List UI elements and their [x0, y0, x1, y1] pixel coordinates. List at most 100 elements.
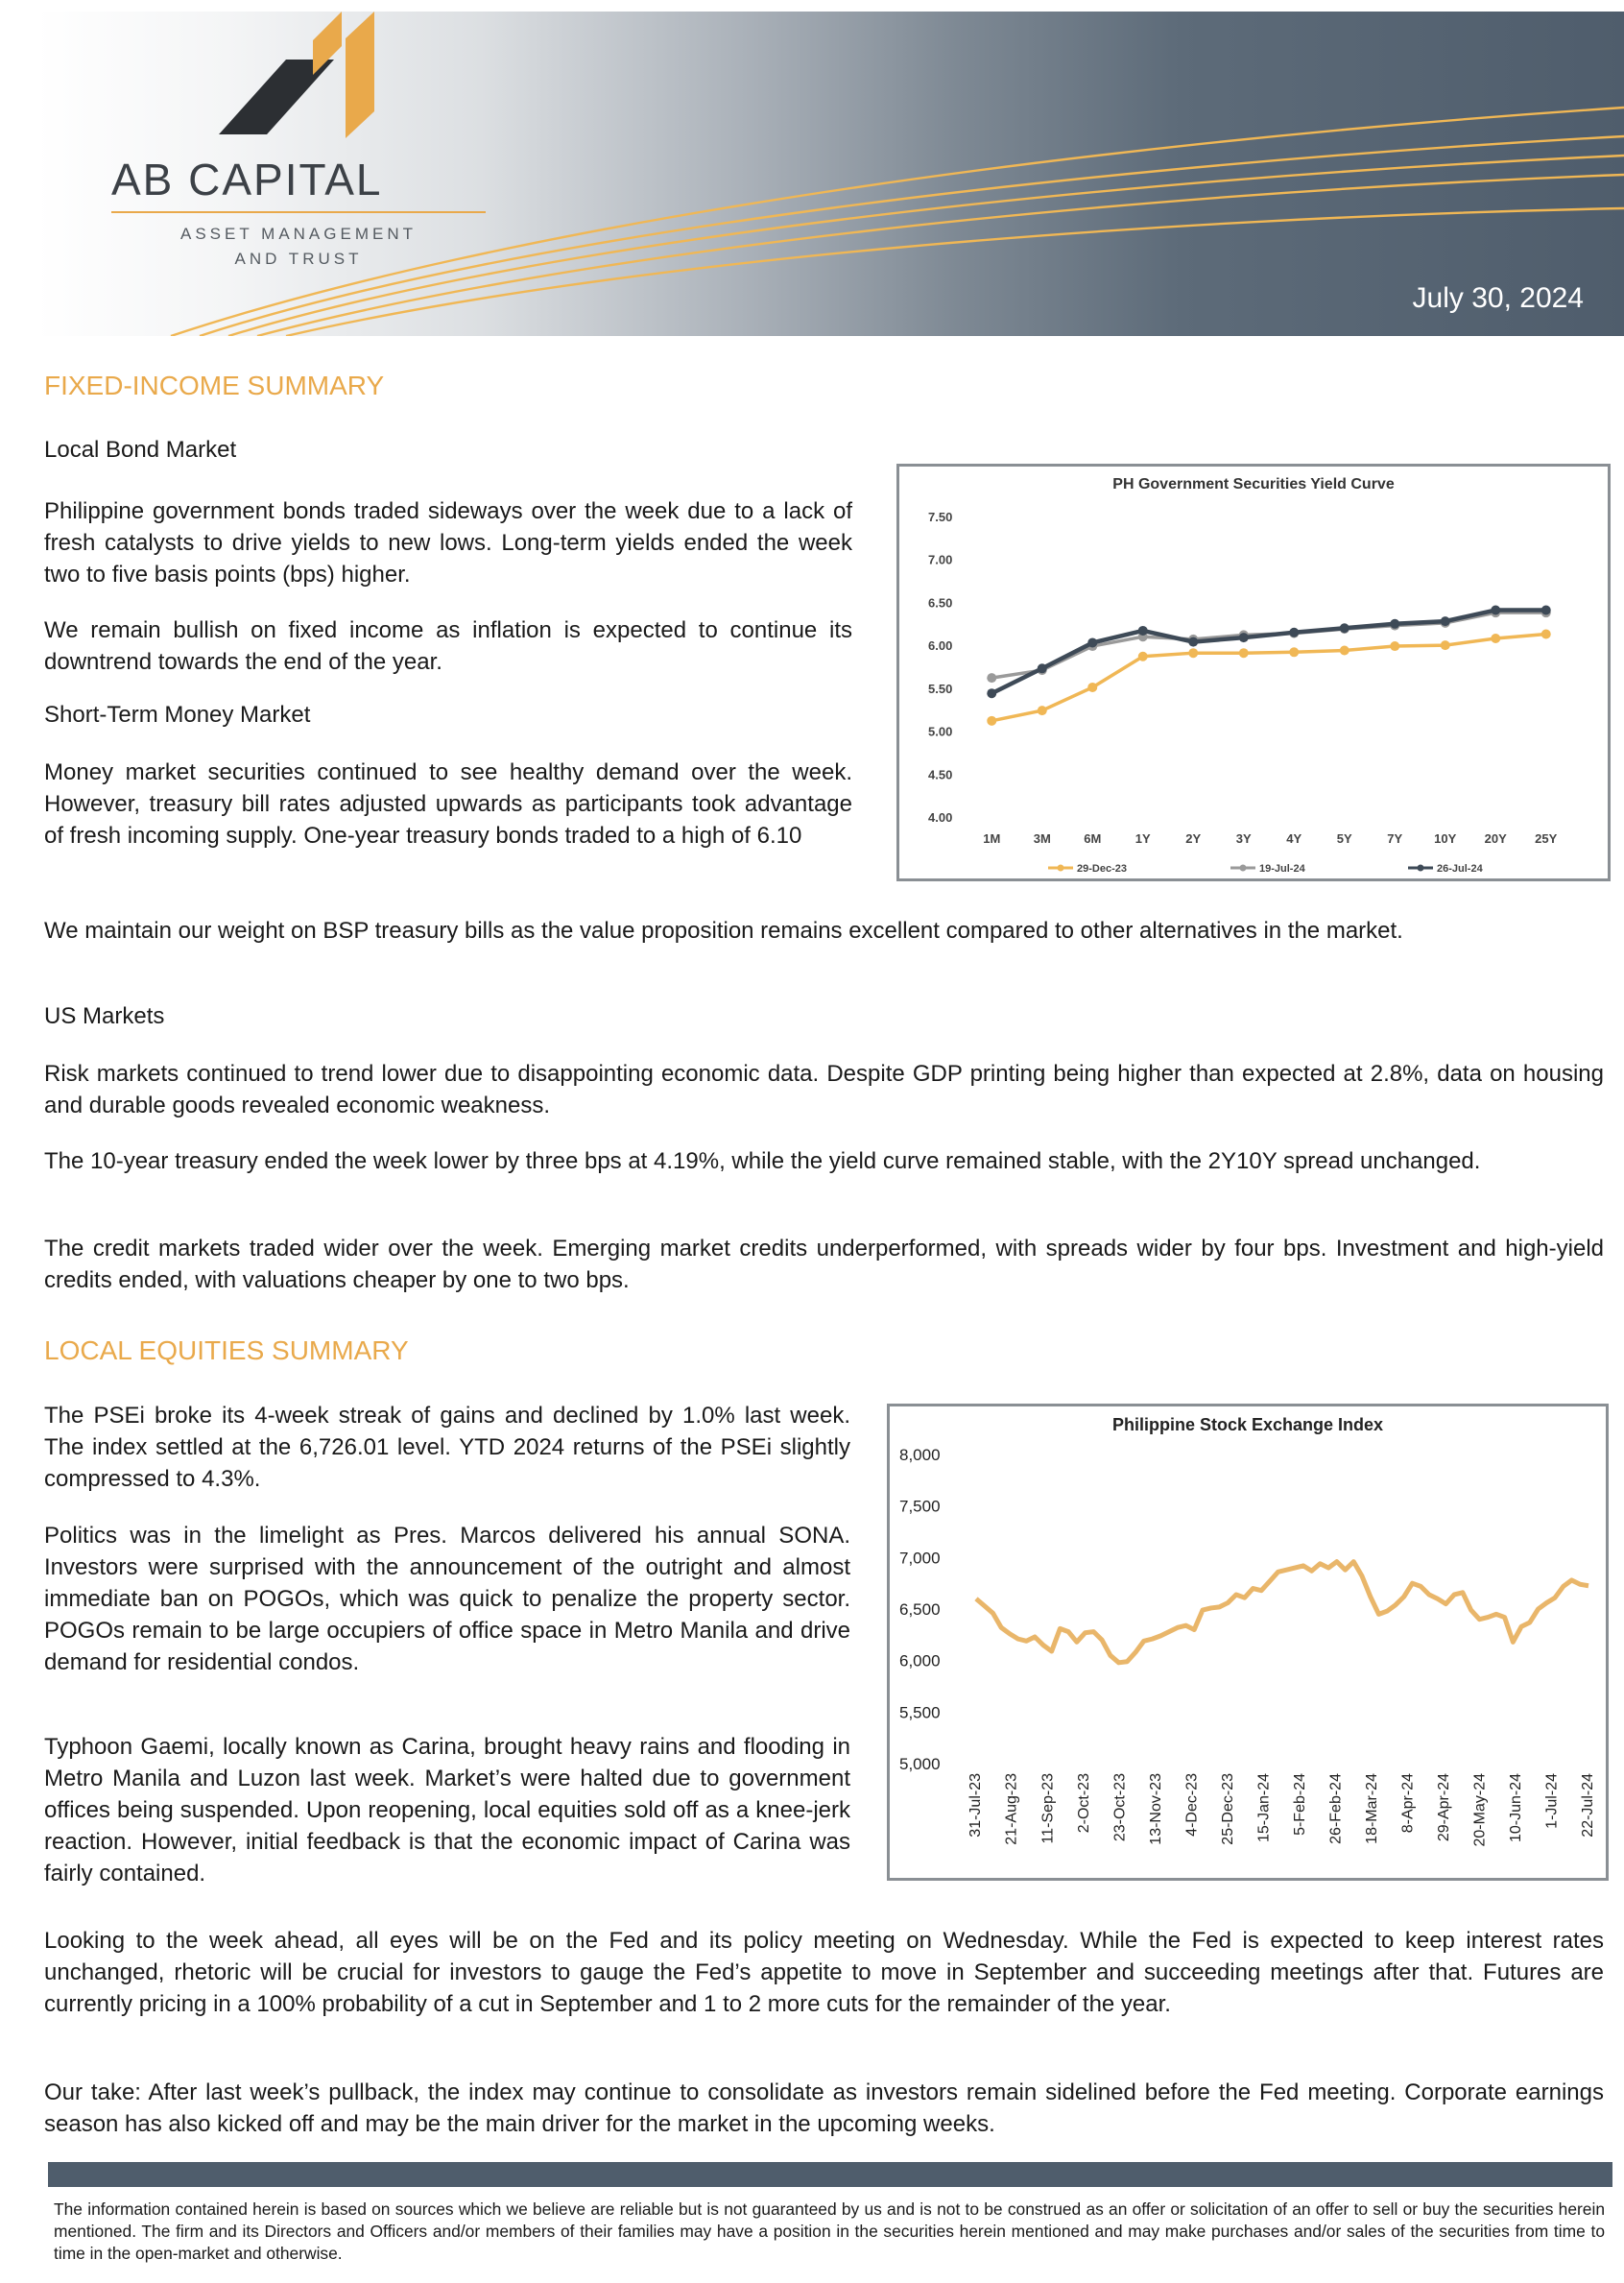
yield-curve-chart: PH Government Securities Yield Curve 7.5…	[896, 464, 1611, 881]
yield-legend-label: 29-Dec-23	[1077, 863, 1127, 875]
equities-paragraph-3: Typhoon Gaemi, locally known as Carina, …	[44, 1734, 850, 1886]
psei-xtick-label: 4-Dec-23	[1183, 1773, 1200, 1837]
yield-ytick-label: 4.50	[928, 767, 952, 781]
yield-xtick-label: 10Y	[1434, 831, 1456, 846]
yield-legend-marker	[1239, 864, 1247, 872]
yield-data-point	[1491, 605, 1501, 615]
psei-xtick-label: 2-Oct-23	[1076, 1773, 1092, 1833]
yield-legend-label: 26-Jul-24	[1437, 863, 1484, 875]
psei-ytick-label: 6,000	[899, 1652, 941, 1670]
us-markets-paragraph-1: Risk markets continued to trend lower du…	[44, 1061, 1604, 1118]
yield-data-point	[1491, 633, 1501, 643]
money-market-heading: Short-Term Money Market	[44, 702, 311, 728]
yield-legend-marker	[1417, 864, 1424, 872]
psei-xtick-label: 23-Oct-23	[1111, 1773, 1128, 1841]
yield-data-point	[1238, 648, 1249, 659]
local-bond-paragraph-1: Philippine government bonds traded sidew…	[44, 498, 852, 588]
psei-svg: Philippine Stock Exchange Index 8,000 7,5…	[899, 1415, 1596, 1847]
psei-xtick-label: 1-Jul-24	[1544, 1773, 1561, 1829]
yield-data-point	[1188, 637, 1199, 647]
yield-chart-title: PH Government Securities Yield Curve	[1112, 476, 1395, 493]
yield-data-point	[1440, 640, 1450, 651]
equities-paragraph-2: Politics was in the limelight as Pres. M…	[44, 1523, 850, 1675]
psei-ytick-label: 8,000	[899, 1446, 941, 1464]
yield-legend-label: 19-Jul-24	[1259, 863, 1306, 875]
yield-xtick-label: 25Y	[1535, 831, 1557, 846]
yield-data-point	[1087, 682, 1098, 692]
yield-ytick-label: 6.50	[928, 595, 952, 610]
brand-tagline-line1: ASSET MANAGEMENT	[180, 225, 417, 243]
yield-data-point	[1289, 647, 1300, 658]
psei-xtick-label: 5-Feb-24	[1292, 1773, 1308, 1836]
footer-bar	[48, 2162, 1612, 2187]
yield-data-point	[1238, 633, 1249, 643]
yield-xtick-label: 5Y	[1337, 831, 1352, 846]
yield-xtick-label: 7Y	[1387, 831, 1402, 846]
brand-tagline-line2: AND TRUST	[234, 250, 363, 268]
yield-series-line	[991, 608, 1546, 696]
yield-xtick-label: 1Y	[1135, 831, 1151, 846]
ab-capital-logo-icon	[219, 12, 374, 138]
psei-xtick-label: 22-Jul-24	[1580, 1773, 1596, 1838]
yield-data-point	[987, 673, 997, 684]
yield-ytick-label: 4.00	[928, 810, 952, 825]
equities-paragraph-1: The PSEi broke its 4-week streak of gain…	[44, 1403, 850, 1492]
yield-data-point	[1087, 637, 1098, 648]
money-market-paragraph-2: We maintain our weight on BSP treasury b…	[44, 918, 1403, 944]
psei-xtick-label: 8-Apr-24	[1400, 1773, 1417, 1833]
yield-xtick-label: 1M	[983, 831, 1000, 846]
yield-data-point	[1540, 605, 1551, 615]
equities-title: LOCAL EQUITIES SUMMARY	[44, 1335, 409, 1365]
psei-ytick-label: 6,500	[899, 1600, 941, 1619]
local-bond-heading: Local Bond Market	[44, 437, 237, 463]
yield-ytick-label: 7.00	[928, 553, 952, 567]
yield-ytick-label: 7.50	[928, 510, 952, 524]
psei-chart-title: Philippine Stock Exchange Index	[1112, 1415, 1383, 1434]
yield-data-point	[987, 715, 997, 726]
yield-series-line	[991, 632, 1546, 723]
yield-data-point	[987, 688, 997, 699]
us-markets-paragraph-3: The credit markets traded wider over the…	[44, 1236, 1604, 1293]
local-bond-paragraph-2: We remain bullish on fixed income as inf…	[44, 617, 852, 675]
brand-name: AB CAPITAL	[111, 155, 383, 204]
fixed-income-title: FIXED-INCOME SUMMARY	[44, 371, 385, 400]
yield-ytick-label: 5.50	[928, 682, 952, 696]
psei-ytick-label: 5,000	[899, 1755, 941, 1773]
yield-data-point	[1037, 706, 1047, 716]
us-markets-paragraph-2: The 10-year treasury ended the week lowe…	[44, 1148, 1481, 1174]
psei-ytick-label: 5,500	[899, 1703, 941, 1721]
psei-ytick-label: 7,500	[899, 1498, 941, 1516]
yield-curve-svg: PH Government Securities Yield Curve 7.5…	[928, 476, 1558, 875]
header-swoosh-decoration	[170, 106, 1624, 336]
psei-xtick-label: 26-Feb-24	[1328, 1773, 1345, 1844]
brand-divider	[111, 211, 486, 213]
yield-data-point	[1540, 629, 1551, 639]
yield-data-point	[1289, 627, 1300, 637]
psei-xtick-label: 15-Jan-24	[1255, 1773, 1272, 1842]
yield-ytick-label: 5.00	[928, 725, 952, 739]
yield-ytick-label: 6.00	[928, 638, 952, 653]
money-market-paragraph: Money market securities continued to see…	[44, 759, 852, 849]
psei-xtick-label: 21-Aug-23	[1004, 1773, 1020, 1845]
yield-xtick-label: 20Y	[1485, 831, 1507, 846]
psei-xtick-label: 18-Mar-24	[1364, 1773, 1380, 1844]
yield-series-line	[991, 611, 1546, 680]
psei-xtick-label: 29-Apr-24	[1436, 1773, 1452, 1841]
yield-xtick-label: 4Y	[1286, 831, 1302, 846]
disclaimer-text: The information contained herein is base…	[54, 2199, 1605, 2263]
yield-data-point	[1137, 651, 1148, 661]
yield-xtick-label: 6M	[1084, 831, 1101, 846]
yield-data-point	[1339, 645, 1349, 656]
psei-xtick-label: 20-May-24	[1472, 1773, 1489, 1847]
equities-paragraph-5: Our take: After last week’s pullback, th…	[44, 2079, 1604, 2137]
yield-data-point	[1390, 641, 1400, 652]
psei-series-line	[974, 1559, 1589, 1666]
report-date: July 30, 2024	[1412, 282, 1584, 314]
yield-data-point	[1188, 648, 1199, 659]
psei-xtick-label: 13-Nov-23	[1148, 1773, 1164, 1845]
yield-xtick-label: 2Y	[1185, 831, 1201, 846]
us-markets-heading: US Markets	[44, 1003, 165, 1029]
yield-data-point	[1137, 625, 1148, 636]
yield-data-point	[1440, 616, 1450, 627]
psei-ytick-label: 7,000	[899, 1549, 941, 1567]
